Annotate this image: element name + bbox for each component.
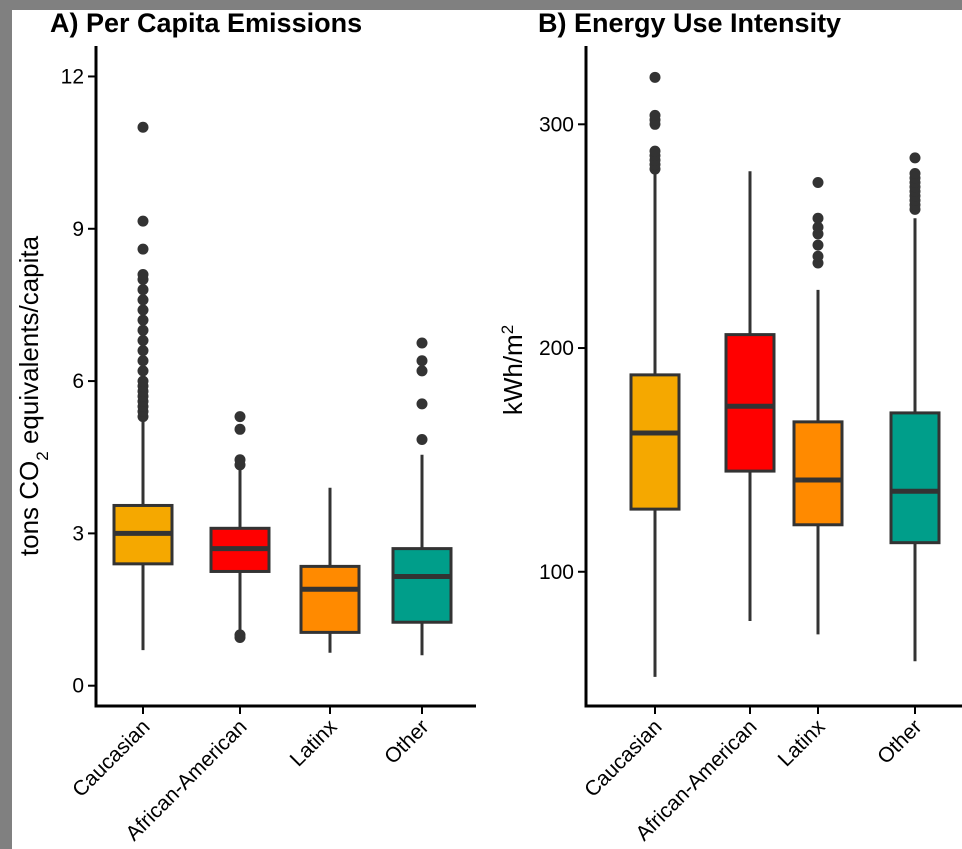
y-tick-label: 300 [539,113,574,136]
outlier-point [137,345,149,357]
box-latinx [792,176,844,635]
y-axis-title-b: kWh/m2 [498,325,529,415]
iqr-box [724,333,776,473]
outlier-point [234,423,246,435]
box-african-american [209,411,271,643]
outlier-point [137,121,149,133]
outlier-point [234,629,246,641]
x-tick-label: Other [380,715,433,768]
outlier-point [137,215,149,227]
y-axis-title-text: equivalents/capita [14,235,44,451]
box-other [391,337,453,656]
iqr-box [299,564,361,634]
outlier-point [416,337,428,349]
y-axis-title-a: tons CO2 equivalents/capita [14,235,52,556]
outlier-point [812,250,824,262]
iqr-box [391,547,453,624]
x-tick-label: Caucasian [580,715,666,801]
outlier-point [137,243,149,255]
outlier-point [137,355,149,367]
y-tick-label: 3 [72,522,84,545]
outlier-point [137,304,149,316]
outlier-point [812,239,824,251]
outlier-point [234,411,246,423]
box-latinx [299,487,361,653]
outlier-point [137,375,149,387]
outlier-point [649,109,661,121]
outlier-point [137,294,149,306]
y-tick-label: 12 [61,65,84,88]
x-tick-label: Latinx [286,715,342,771]
outlier-point [812,212,824,224]
outlier-point [137,324,149,336]
x-tick-label: Caucasian [68,715,154,801]
iqr-box [792,420,844,527]
x-tick-label: Other [873,715,926,768]
outlier-point [812,221,824,233]
y-tick-label: 200 [539,337,574,360]
box-other [889,152,941,662]
y-tick-label: 0 [72,675,84,698]
outlier-point [416,365,428,377]
box-african-american [724,171,776,621]
outlier-point [416,355,428,367]
y-axis-title-text: kWh/m [498,334,528,415]
x-tick-label: Latinx [774,715,830,771]
iqr-box [629,373,681,511]
iqr-box [889,411,941,545]
outlier-point [137,365,149,377]
outlier-point [909,168,921,180]
outlier-point [909,152,921,164]
outlier-point [234,454,246,466]
y-tick-label: 6 [72,370,84,393]
y-axis-title-superscript: 2 [498,325,517,334]
panel-title-b: B) Energy Use Intensity [538,8,841,38]
box-caucasian [112,121,174,651]
box-caucasian [629,71,681,677]
outlier-point [137,314,149,326]
panel-b: B) Energy Use Intensity kWh/m2 100 200 300 Ca… [498,8,962,845]
outlier-point [812,176,824,188]
y-axis-title-subscript: 2 [33,451,52,460]
outlier-point [649,71,661,83]
panel-a: A) Per Capita Emissions tons CO2 equivale… [14,8,476,845]
y-tick-label: 9 [72,218,84,241]
outlier-point [137,284,149,296]
outlier-point [416,433,428,445]
outlier-point [137,334,149,346]
outlier-point [137,268,149,280]
panel-title-a: A) Per Capita Emissions [50,8,362,38]
y-tick-label: 100 [539,561,574,584]
outlier-point [649,145,661,157]
outlier-point [416,398,428,410]
y-axis-title-text: tons CO [14,461,44,556]
